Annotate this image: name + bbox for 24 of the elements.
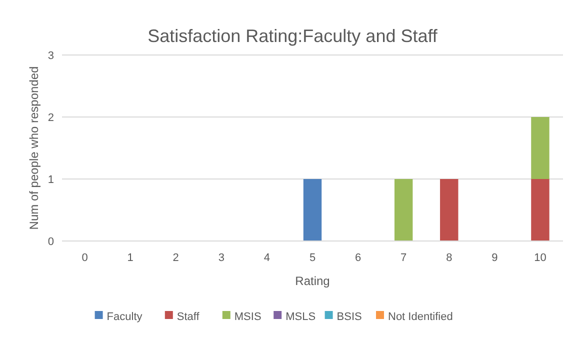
legend-label: Staff bbox=[176, 311, 200, 323]
x-tick-label: 2 bbox=[172, 252, 179, 264]
legend-label: BSIS bbox=[336, 311, 362, 323]
y-tick-label: 2 bbox=[48, 112, 54, 124]
x-tick-label: 6 bbox=[354, 252, 362, 264]
legend-label: Not Identified bbox=[388, 311, 453, 323]
x-tick-label: 1 bbox=[127, 252, 134, 264]
y-axis-title: Num of people who responded bbox=[27, 66, 41, 230]
y-tick-label: 0 bbox=[48, 236, 54, 248]
x-tick-label: 4 bbox=[264, 252, 270, 264]
x-tick-label: 0 bbox=[82, 252, 88, 264]
x-axis-title: Rating bbox=[295, 274, 330, 288]
x-tick-label: 3 bbox=[218, 252, 224, 264]
x-tick-label: 5 bbox=[309, 252, 316, 264]
y-tick-label: 1 bbox=[48, 174, 54, 186]
x-tick-label: 9 bbox=[492, 252, 498, 264]
legend-label: Faculty bbox=[106, 311, 143, 323]
legend-label: MSLS bbox=[286, 311, 316, 323]
x-tick-label: 7 bbox=[400, 252, 407, 264]
chart-title: Satisfaction Rating:Faculty and Staff bbox=[148, 26, 438, 46]
legend-label: MSIS bbox=[234, 311, 262, 323]
y-tick-label: 3 bbox=[48, 50, 54, 62]
x-tick-label: 8 bbox=[446, 252, 452, 264]
x-tick-label: 10 bbox=[534, 252, 546, 264]
